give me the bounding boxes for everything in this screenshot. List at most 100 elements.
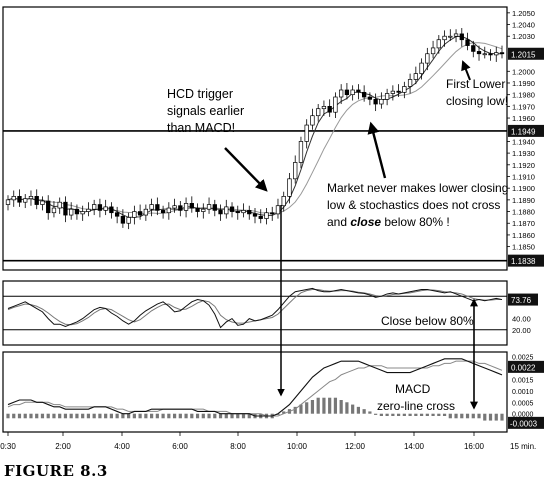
macd-histogram-bar xyxy=(345,402,349,414)
candle-body xyxy=(63,201,68,216)
macd-histogram-bar xyxy=(207,413,211,419)
price-tick-label: 1.2030 xyxy=(512,32,535,41)
candle-body xyxy=(258,215,263,219)
candle-body xyxy=(448,35,453,38)
candle-body xyxy=(436,39,441,49)
candle-body xyxy=(86,208,91,212)
candle-body xyxy=(132,211,137,218)
annotation-hcd-line: signals earlier xyxy=(167,104,244,118)
macd-panel: 0.00250.00200.00150.00100.00050.00000.00… xyxy=(6,355,544,429)
macd-histogram-bar xyxy=(23,413,27,419)
price-tick-label: 1.1990 xyxy=(512,79,535,88)
stoch-tick-label: 20.00 xyxy=(512,326,531,335)
x-tick-label: 8:00 xyxy=(230,442,246,451)
candle-body xyxy=(310,115,315,126)
candle-body xyxy=(407,79,413,87)
macd-histogram-bar xyxy=(425,413,429,416)
candle-body xyxy=(413,73,418,80)
price-tick-label: 1.1920 xyxy=(512,161,535,170)
candle-body xyxy=(5,199,11,205)
macd-last-box xyxy=(508,360,544,373)
macd-histogram-bar xyxy=(230,413,234,419)
annotation-first-lower-line: closing low! xyxy=(446,94,508,108)
candle-body xyxy=(241,210,246,214)
macd-histogram-bar xyxy=(339,400,343,414)
macd-histogram-bar xyxy=(397,413,401,416)
macd-histogram-bar xyxy=(454,413,458,419)
candle-body xyxy=(40,200,45,205)
price-tick-label: 1.1980 xyxy=(512,91,535,100)
price-tick-label: 1.2050 xyxy=(512,9,535,18)
candle-body xyxy=(264,212,269,219)
candle-body xyxy=(281,196,286,207)
macd-histogram-bar xyxy=(213,413,217,419)
candle-body xyxy=(339,89,344,98)
macd-histogram-bar xyxy=(12,413,16,419)
macd-histogram-bar xyxy=(385,413,389,416)
annotation-hcd-line: HCD trigger xyxy=(167,87,233,101)
macd-histogram-bar xyxy=(52,413,56,419)
macd-histogram-bar xyxy=(81,413,85,419)
macd-histogram-bar xyxy=(58,413,62,419)
macd-histogram-bar xyxy=(333,397,338,414)
candle-body xyxy=(195,207,200,212)
annotation-first-lower-arrow xyxy=(461,60,471,81)
candles xyxy=(5,28,505,230)
annotation-market-never-line3: and close below 80% ! xyxy=(327,215,450,229)
candle-body xyxy=(367,96,373,100)
candle-body xyxy=(333,96,338,113)
annotation-hcd-arrow xyxy=(224,147,268,192)
candle-body xyxy=(172,205,177,209)
stochastics-panel: 40.00 20.00 73.76 xyxy=(3,287,538,335)
candle-body xyxy=(287,178,292,197)
macd-histogram-bar xyxy=(431,413,435,416)
macd-histogram-bar xyxy=(40,413,45,419)
candle-body xyxy=(69,208,74,216)
x-tick-label: 12:00 xyxy=(345,442,366,451)
macd-histogram-bar xyxy=(184,413,188,419)
price-tick-label: 1.1900 xyxy=(512,184,535,193)
annotation-macd-cross-line: zero-line cross xyxy=(377,399,455,413)
macd-histogram-bar xyxy=(69,413,73,419)
macd-histogram-bar xyxy=(6,413,10,419)
price-tick-label: 1.2000 xyxy=(512,67,535,76)
candle-body xyxy=(361,91,367,98)
stoch-k-line xyxy=(7,287,503,329)
candle-body xyxy=(120,215,126,224)
macd-histogram-bar xyxy=(178,413,182,419)
macd-histogram-bar xyxy=(356,406,360,414)
macd-histogram-bar xyxy=(35,413,39,419)
last-price-box xyxy=(508,47,544,60)
candle-body xyxy=(390,90,396,94)
macd-histogram-bar xyxy=(167,413,171,419)
x-tick-label: 10:00 xyxy=(287,442,308,451)
macd-histogram-bar xyxy=(310,400,315,414)
candle-body xyxy=(201,208,206,212)
macd-histogram-bar xyxy=(402,413,406,416)
macd-histogram-bar xyxy=(17,413,22,419)
macd-histogram-bar xyxy=(224,413,228,419)
macd-histogram-bar xyxy=(241,413,246,419)
macd-histogram-bar xyxy=(448,413,452,419)
candle-body xyxy=(494,52,499,56)
macd-histogram-bar xyxy=(190,413,194,419)
candle-body xyxy=(499,52,505,55)
macd-histogram-bar xyxy=(276,413,280,415)
macd-histogram-bar xyxy=(391,413,395,416)
macd-histogram-bar xyxy=(98,413,102,419)
candle-body xyxy=(304,124,309,142)
macd-panel-frame xyxy=(2,351,508,433)
price-tick-label: 1.1850 xyxy=(512,243,535,252)
macd-histogram-bar xyxy=(500,413,504,421)
annotation-macd-cross-line: MACD xyxy=(395,382,431,396)
macd-histogram-bar xyxy=(104,413,108,419)
macd-histogram-bar xyxy=(488,413,493,421)
macd-histogram-bar xyxy=(195,413,200,419)
candle-body xyxy=(57,201,62,209)
candle-body xyxy=(17,196,22,203)
candle-body xyxy=(178,205,183,211)
macd-histogram-bar xyxy=(144,413,148,419)
hist-last-box xyxy=(508,416,544,429)
x-tick-label: 6:00 xyxy=(172,442,188,451)
candle-body xyxy=(247,210,252,215)
